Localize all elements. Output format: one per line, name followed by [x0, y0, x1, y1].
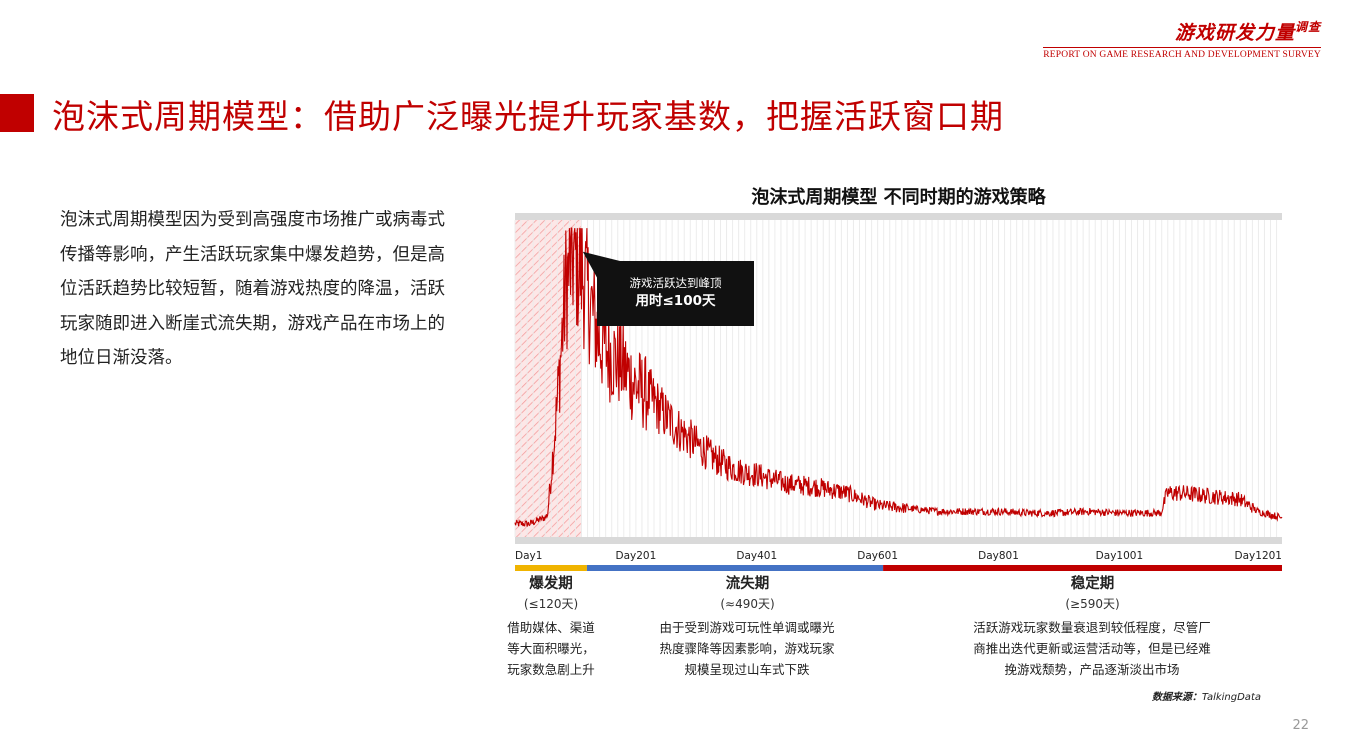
brand-subtitle: REPORT ON GAME RESEARCH AND DEVELOPMENT … [1043, 47, 1321, 60]
phase-name-burst: 爆发期 [529, 576, 573, 592]
x-tick-label: Day1001 [1096, 550, 1143, 562]
annotation-box [597, 261, 754, 326]
x-tick-label: Day1 [515, 550, 542, 562]
chart-area: Day1 Day201 Day401 Day601 Day801 Day1001 Day12… [514, 213, 1283, 571]
phase-bar-2 [883, 565, 1282, 571]
phase-bar-1 [586, 565, 884, 571]
phase-description-stable: 活跃游戏玩家数量衰退到较低程度，尽管厂商推出迭代更新或运营活动等，但是已经难挽游… [973, 620, 1211, 677]
data-source-label: 数据来源： [1151, 692, 1202, 703]
brand-title: 游戏研发力量调查 [1043, 18, 1321, 45]
series-line [514, 227, 1283, 527]
phase-label-loss: 流失期 (≈490天) [680, 572, 815, 612]
phase-bar-0 [515, 565, 587, 571]
brand-logo: 游戏研发力量调查 REPORT ON GAME RESEARCH AND DEV… [1043, 18, 1321, 60]
page-number: 22 [1292, 718, 1309, 733]
phase-label-stable: 稳定期 (≥590天) [1025, 572, 1160, 612]
phase-name-stable: 稳定期 [1070, 576, 1115, 592]
data-source: 数据来源：TalkingData [1152, 688, 1261, 703]
body-paragraph: 泡沫式周期模型因为受到高强度市场推广或病毒式传播等影响，产生活跃玩家集中爆发趋势… [60, 210, 445, 368]
brand-title-suffix: 调查 [1294, 20, 1321, 34]
annotation-line2: 用时≤100天 [636, 292, 716, 309]
brand-title-text: 游戏研发力量 [1174, 22, 1295, 44]
chart-top-border [515, 213, 1282, 220]
phase-duration-burst: (≤120天) [523, 597, 579, 611]
chart-bottom-border [515, 537, 1282, 544]
annotation-line1: 游戏活跃达到峰顶 [630, 276, 722, 290]
data-source-value: TalkingData [1201, 692, 1261, 703]
chart-title: 泡沫式周期模型 不同时期的游戏策略 [751, 187, 1046, 208]
x-tick-label: Day1201 [1235, 550, 1282, 562]
phase-duration-stable: (≥590天) [1065, 597, 1120, 611]
x-tick-label: Day401 [736, 550, 777, 562]
phase-name-loss: 流失期 [725, 576, 770, 592]
phase-label-burst: 爆发期 (≤120天) [505, 572, 597, 612]
phase-duration-loss: (≈490天) [720, 597, 775, 611]
phase-description-burst: 借助媒体、渠道等大面积曝光，玩家数急剧上升 [507, 620, 595, 677]
x-tick-label: Day601 [857, 550, 898, 562]
x-tick-label: Day801 [978, 550, 1019, 562]
title-accent-bar [0, 94, 34, 132]
page-title: 泡沫式周期模型：借助广泛曝光提升玩家基数，把握活跃窗口期 [52, 97, 1004, 136]
phase-description-loss: 由于受到游戏可玩性单调或曝光热度骤降等因素影响，游戏玩家规模呈现过山车式下跌 [659, 620, 835, 677]
x-tick-label: Day201 [615, 550, 656, 562]
